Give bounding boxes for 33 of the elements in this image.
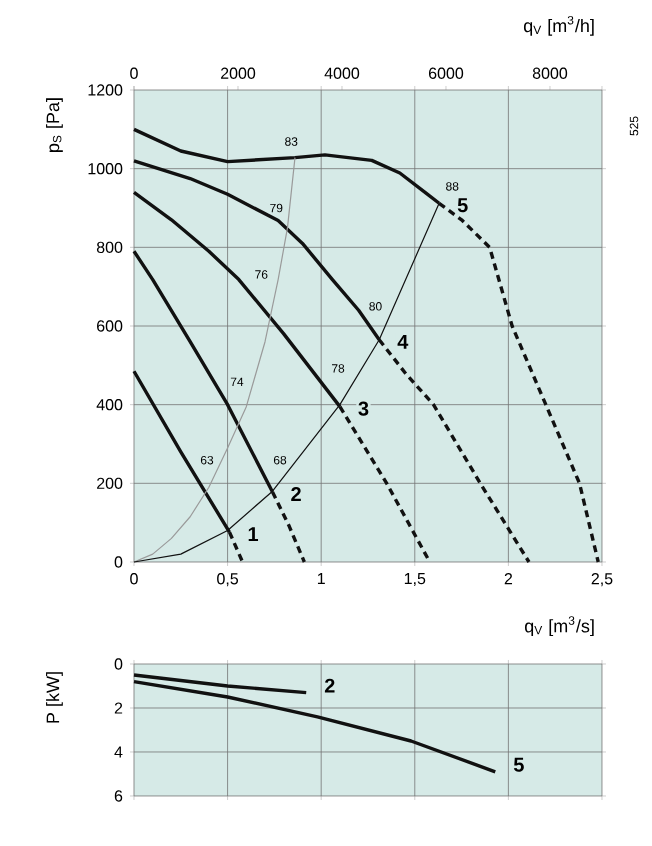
y-tick-label: 1000 <box>88 163 123 175</box>
x-tick-label: 0 <box>130 573 138 585</box>
x2-tick-label: 4000 <box>324 67 360 79</box>
x-tick-label: 0,5 <box>217 573 239 587</box>
y-tick-label: 0 <box>114 556 123 568</box>
y-tick-label: 800 <box>96 241 123 253</box>
y-axis-title: p$_{S}$ [Pa] <box>46 98 63 152</box>
x-tick-label: 1,5 <box>404 573 426 587</box>
y-tick-label: 6 <box>114 790 123 802</box>
series-label: 5 <box>457 198 468 213</box>
series-label: 1 <box>248 527 259 541</box>
x2-tick-label: 6000 <box>429 67 464 79</box>
y-tick-label: 4 <box>114 746 123 758</box>
y-tick-label: 0 <box>114 658 123 670</box>
x-tick-label: 1 <box>317 573 325 585</box>
x2-tick-label: 0 <box>130 67 138 79</box>
series-label: 3 <box>358 401 369 416</box>
series-label: 2 <box>324 678 335 693</box>
y-tick-label: 400 <box>96 399 123 411</box>
x2-axis-title: q$_{V}$ [m$^{3}$/h] <box>523 15 594 36</box>
y-axis-title: P [kW] <box>46 672 63 723</box>
y-tick-label: 200 <box>97 477 123 489</box>
x-tick-label: 2,5 <box>591 573 613 587</box>
y-tick-label: 2 <box>114 702 123 714</box>
x-axis-title: q$_{V}$ [m$^{3}$/s] <box>524 616 594 637</box>
x2-tick-label: 8000 <box>532 67 568 79</box>
y-tick-label: 1200 <box>88 84 123 96</box>
series-label: 2 <box>291 487 301 501</box>
series-label: 4 <box>397 334 409 349</box>
y-tick-label: 600 <box>97 320 123 332</box>
series-label: 5 <box>513 757 524 772</box>
x-tick-label: 2 <box>504 573 513 585</box>
x2-tick-label: 2000 <box>221 67 256 79</box>
